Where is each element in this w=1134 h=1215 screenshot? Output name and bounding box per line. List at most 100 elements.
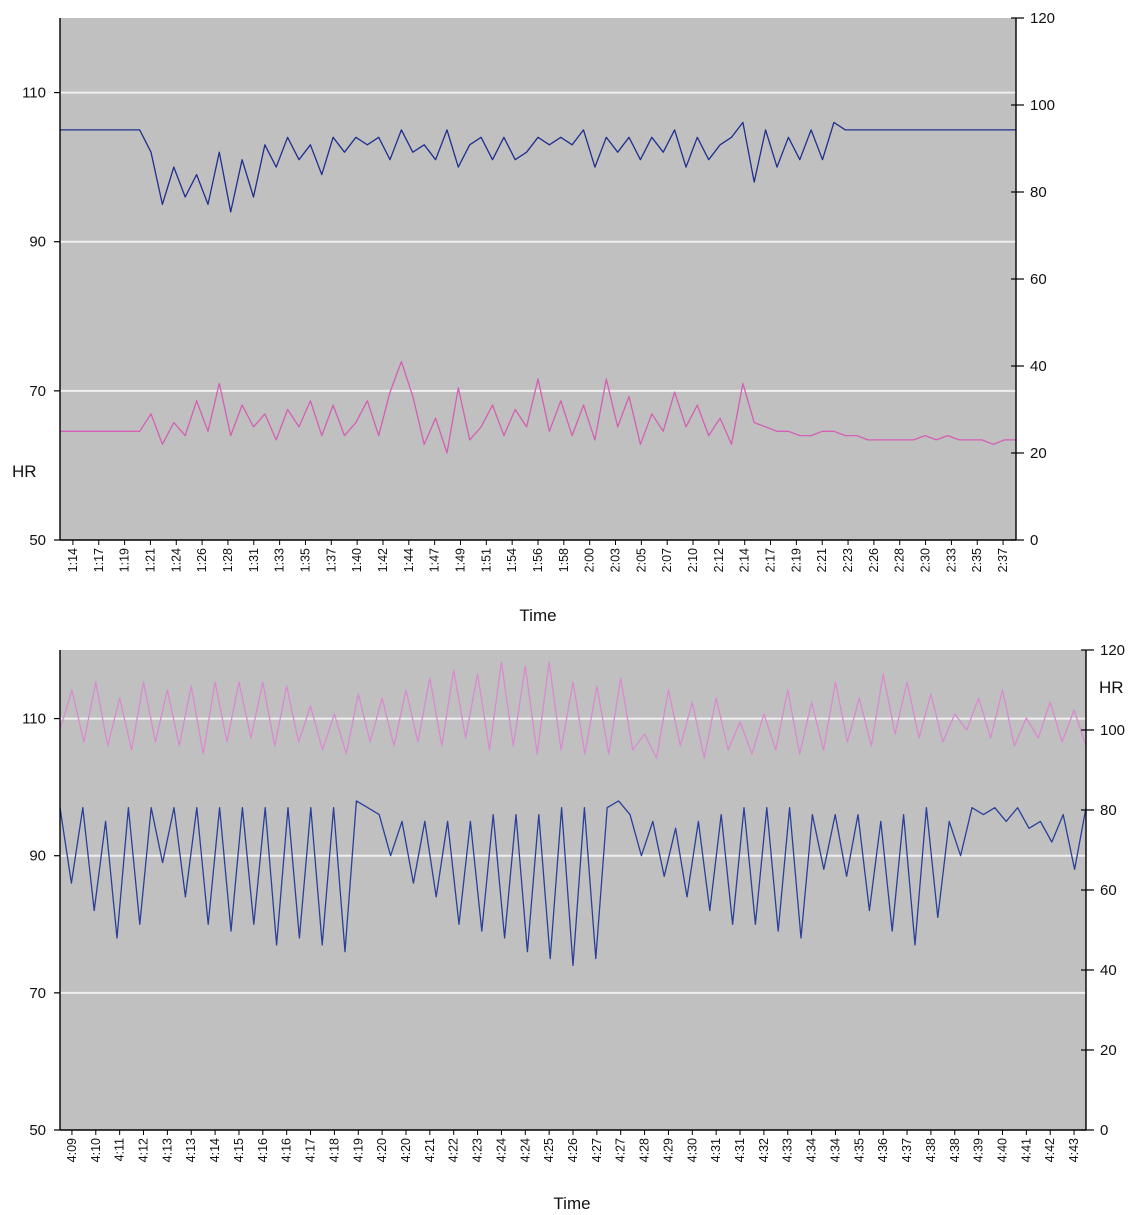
bottom-right-tick-label: 0 bbox=[1100, 1122, 1108, 1139]
top-series-group bbox=[60, 121, 1016, 454]
top-x-tick-label: 1:21 bbox=[143, 548, 157, 572]
top-x-tick-label: 1:54 bbox=[505, 548, 519, 572]
bottom-right-tick-label: 40 bbox=[1100, 962, 1117, 979]
top-x-tick-label: 2:00 bbox=[583, 548, 597, 572]
bottom-x-tick-label: 4:42 bbox=[1043, 1138, 1057, 1162]
bottom-x-tick-label: 4:39 bbox=[972, 1138, 986, 1162]
top-x-tick-label: 2:12 bbox=[712, 548, 726, 572]
top-x-tick-label: 1:14 bbox=[66, 548, 80, 572]
bottom-x-tick-label: 4:27 bbox=[590, 1138, 604, 1162]
bottom-x-tick-label: 4:20 bbox=[399, 1138, 413, 1162]
bottom-right-tick-label: 120 bbox=[1100, 642, 1125, 659]
top-x-tick-label: 2:21 bbox=[815, 548, 829, 572]
top-left-tick-label: 90 bbox=[29, 234, 46, 251]
top-x-tick-label: 1:51 bbox=[479, 548, 493, 572]
bottom-x-axis-label: Time bbox=[553, 1194, 590, 1213]
bottom-x-tick-label: 4:16 bbox=[280, 1138, 294, 1162]
top-x-tick-label: 2:03 bbox=[609, 548, 623, 572]
bottom-x-tick-label: 4:38 bbox=[948, 1138, 962, 1162]
bottom-x-tick-label: 4:34 bbox=[828, 1138, 842, 1162]
top-x-tick-label: 1:44 bbox=[402, 548, 416, 572]
top-x-tick-label: 1:37 bbox=[324, 548, 338, 572]
bottom-x-tick-label: 4:31 bbox=[709, 1138, 723, 1162]
bottom-x-tick-label: 4:13 bbox=[160, 1138, 174, 1162]
bottom-x-tick-label: 4:21 bbox=[423, 1138, 437, 1162]
bottom-series-line-1 bbox=[59, 800, 1087, 967]
bottom-x-tick-label: 4:11 bbox=[113, 1138, 127, 1161]
bottom-x-tick-label: 4:17 bbox=[304, 1138, 318, 1162]
bottom-x-tick-label: 4:22 bbox=[447, 1138, 461, 1162]
bottom-x-tick-label: 4:41 bbox=[1019, 1138, 1033, 1162]
top-x-tick-label: 2:37 bbox=[996, 548, 1010, 572]
bottom-x-tick-label: 4:19 bbox=[351, 1138, 365, 1162]
bottom-right-ticks: 0 20 40 60 80 100 120 bbox=[1081, 642, 1125, 1139]
bottom-right-tick-label: 80 bbox=[1100, 802, 1117, 819]
bottom-right-tick-label: 20 bbox=[1100, 1042, 1117, 1059]
bottom-x-tick-label: 4:35 bbox=[852, 1138, 866, 1162]
top-x-tick-label: 2:35 bbox=[970, 548, 984, 572]
top-x-tick-label: 1:28 bbox=[221, 548, 235, 572]
bottom-left-tick-label: 90 bbox=[29, 848, 46, 865]
bottom-x-ticks: 4:09 4:10 4:11 4:12 4:13 4:13 4:14 4:15 4:16 4:16… bbox=[65, 1130, 1081, 1162]
bottom-x-tick-label: 4:14 bbox=[208, 1138, 222, 1162]
top-x-tick-label: 2:26 bbox=[867, 548, 881, 572]
top-x-tick-label: 1:58 bbox=[557, 548, 571, 572]
top-plot-area bbox=[60, 18, 1016, 540]
top-right-tick-label: 120 bbox=[1030, 10, 1055, 27]
top-y-axis-label: HR bbox=[12, 462, 37, 481]
bottom-x-tick-label: 4:28 bbox=[638, 1138, 652, 1162]
bottom-x-tick-label: 4:13 bbox=[184, 1138, 198, 1162]
bottom-x-tick-label: 4:10 bbox=[89, 1138, 103, 1162]
top-x-tick-label: 2:33 bbox=[944, 548, 958, 572]
bottom-x-tick-label: 4:24 bbox=[494, 1138, 508, 1162]
top-x-tick-label: 1:56 bbox=[531, 548, 545, 572]
bottom-x-tick-label: 4:37 bbox=[900, 1138, 914, 1162]
bottom-x-tick-label: 4:25 bbox=[542, 1138, 556, 1162]
top-x-tick-label: 2:14 bbox=[738, 548, 752, 572]
top-x-tick-label: 2:05 bbox=[634, 548, 648, 572]
bottom-x-tick-label: 4:31 bbox=[733, 1138, 747, 1162]
top-right-tick-label: 40 bbox=[1030, 358, 1047, 375]
bottom-x-tick-label: 4:38 bbox=[924, 1138, 938, 1162]
bottom-x-tick-label: 4:40 bbox=[995, 1138, 1009, 1162]
top-series-line-2 bbox=[60, 360, 1016, 454]
top-x-ticks: 1:14 1:17 1:19 1:21 1:24 1:26 1:28 1:31 1:33 1:35… bbox=[66, 540, 1010, 572]
top-x-tick-label: 1:33 bbox=[273, 548, 287, 572]
bottom-x-tick-label: 4:29 bbox=[661, 1138, 675, 1162]
bottom-x-tick-label: 4:15 bbox=[232, 1138, 246, 1162]
top-x-tick-label: 1:40 bbox=[350, 548, 364, 572]
bottom-x-tick-label: 4:27 bbox=[614, 1138, 628, 1162]
bottom-x-tick-label: 4:20 bbox=[375, 1138, 389, 1162]
top-x-tick-label: 1:42 bbox=[376, 548, 390, 572]
top-x-tick-label: 2:19 bbox=[789, 548, 803, 572]
bottom-right-tick-label: 60 bbox=[1100, 882, 1117, 899]
top-gridlines bbox=[60, 91, 1016, 392]
bottom-left-ticks: 50 70 90 110 bbox=[22, 711, 60, 1139]
top-x-tick-label: 1:47 bbox=[428, 548, 442, 572]
bottom-x-tick-label: 4:30 bbox=[685, 1138, 699, 1162]
top-right-tick-label: 100 bbox=[1030, 97, 1055, 114]
top-x-tick-label: 2:28 bbox=[893, 548, 907, 572]
top-x-tick-label: 2:07 bbox=[660, 548, 674, 572]
bottom-right-tick-label: 100 bbox=[1100, 722, 1125, 739]
top-left-ticks: 50 70 90 110 bbox=[22, 85, 60, 549]
top-x-tick-label: 2:10 bbox=[686, 548, 700, 572]
bottom-series-line-2 bbox=[59, 661, 1087, 759]
bottom-x-tick-label: 4:36 bbox=[876, 1138, 890, 1162]
bottom-x-tick-label: 4:32 bbox=[757, 1138, 771, 1162]
bottom-x-tick-label: 4:43 bbox=[1067, 1138, 1081, 1162]
bottom-x-tick-label: 4:23 bbox=[471, 1138, 485, 1162]
top-x-tick-label: 1:26 bbox=[195, 548, 209, 572]
top-x-tick-label: 2:17 bbox=[764, 548, 778, 572]
top-right-ticks: 0 20 40 60 80 100 120 bbox=[1011, 10, 1055, 549]
top-right-tick-label: 0 bbox=[1030, 532, 1038, 549]
top-left-tick-label: 110 bbox=[22, 85, 46, 102]
bottom-series-group bbox=[59, 661, 1087, 967]
bottom-x-tick-label: 4:18 bbox=[327, 1138, 341, 1162]
bottom-x-tick-label: 4:24 bbox=[518, 1138, 532, 1162]
top-right-tick-label: 20 bbox=[1030, 445, 1047, 462]
top-left-tick-label: 70 bbox=[29, 383, 46, 400]
bottom-left-tick-label: 70 bbox=[29, 985, 46, 1002]
